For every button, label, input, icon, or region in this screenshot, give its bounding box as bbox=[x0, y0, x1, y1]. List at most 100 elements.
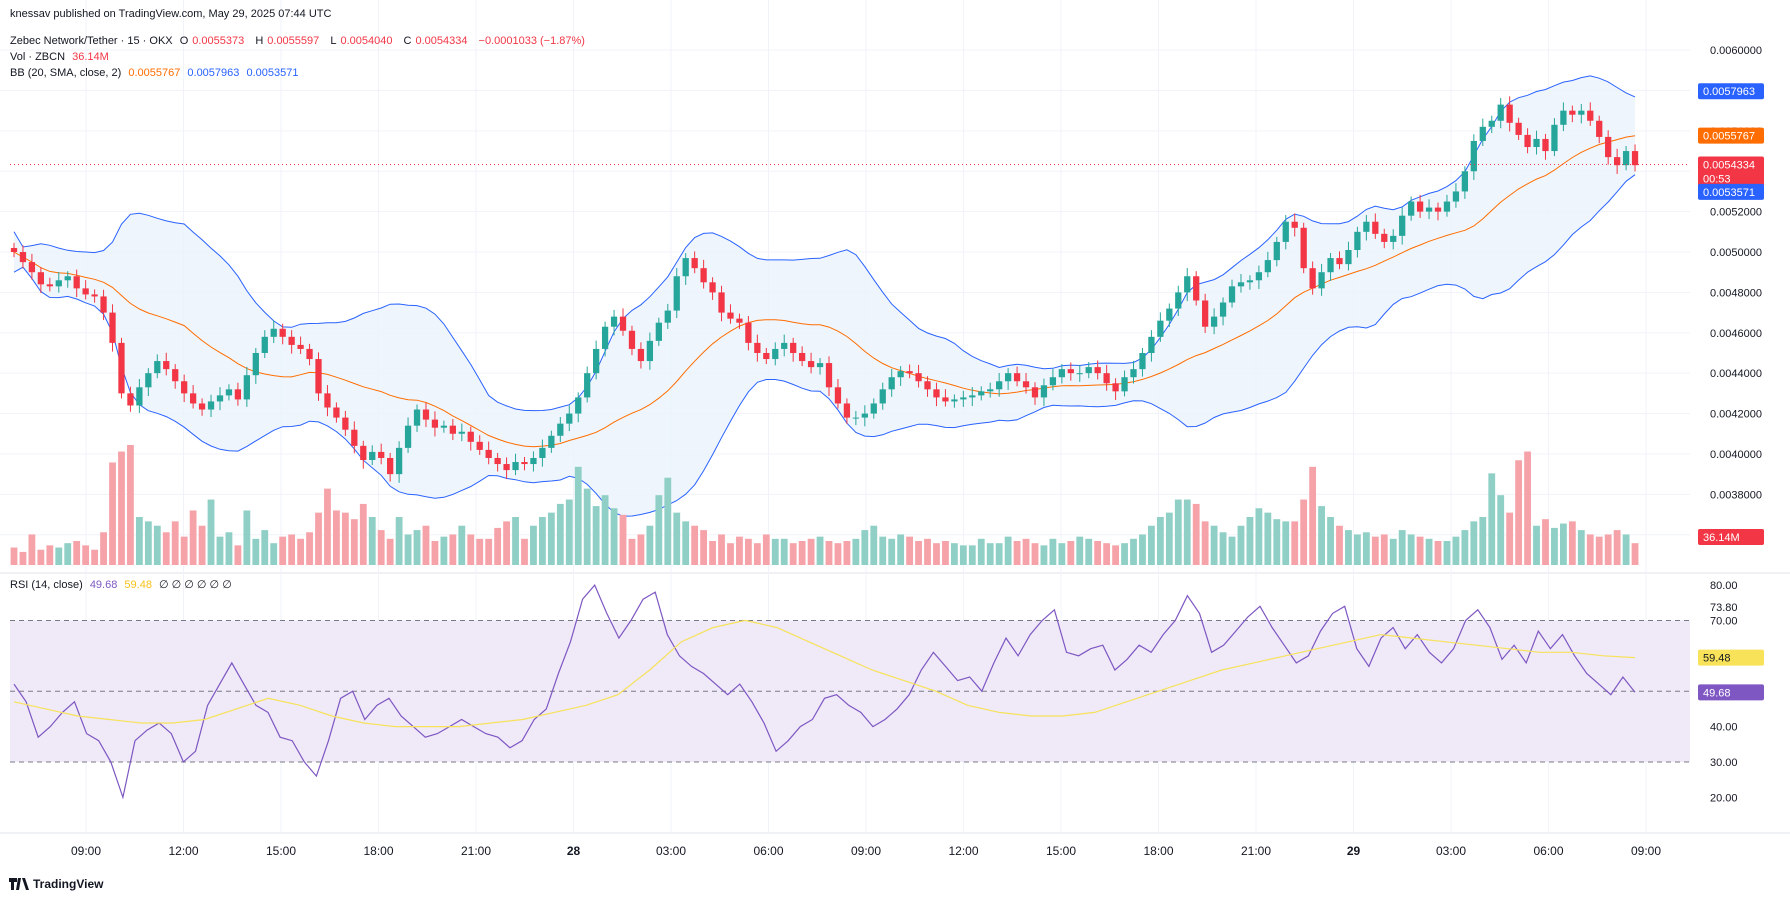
candle-body bbox=[1139, 352, 1146, 370]
candle-body bbox=[1363, 221, 1370, 232]
bb-legend[interactable]: BB (20, SMA, close, 2) 0.0055767 0.00579… bbox=[10, 67, 302, 79]
candle-body bbox=[1300, 227, 1307, 269]
volume-bar bbox=[1613, 530, 1621, 565]
volume-bar bbox=[1139, 534, 1146, 565]
volume-bar bbox=[521, 538, 528, 565]
candle-body bbox=[243, 375, 250, 400]
volume-bar bbox=[664, 477, 672, 565]
volume-bar bbox=[1255, 508, 1263, 565]
candle-body bbox=[557, 423, 564, 436]
candle-body bbox=[610, 316, 618, 327]
volume-bar bbox=[583, 488, 591, 565]
volume-bar bbox=[1264, 512, 1272, 565]
volume-legend[interactable]: Vol · ZBCN 36.14M bbox=[10, 51, 113, 63]
candle-body bbox=[28, 262, 36, 273]
volume-bar bbox=[539, 517, 546, 565]
volume-bar bbox=[1156, 517, 1164, 565]
candle-body bbox=[467, 431, 474, 442]
volume-bar bbox=[261, 530, 269, 565]
volume-bar bbox=[1273, 519, 1281, 565]
volume-bar bbox=[55, 547, 63, 565]
volume-bar bbox=[1443, 541, 1451, 565]
volume-bar bbox=[1201, 521, 1209, 565]
volume-bar bbox=[359, 503, 367, 565]
volume-bar bbox=[1103, 543, 1111, 565]
volume-bar bbox=[1398, 530, 1406, 565]
tradingview-logo-icon bbox=[9, 878, 29, 890]
candle-body bbox=[1058, 369, 1065, 378]
candle-body bbox=[404, 425, 412, 448]
candle-body bbox=[1318, 272, 1325, 289]
candle-body bbox=[449, 425, 456, 434]
candle-body bbox=[1479, 126, 1486, 141]
bb-lower-line bbox=[13, 174, 1636, 517]
volume-bar bbox=[906, 536, 914, 565]
tradingview-logo[interactable]: TradingView bbox=[9, 877, 103, 891]
candle-body bbox=[1327, 258, 1334, 273]
symbol-name[interactable]: Zebec Network/Tether · 15 · OKX bbox=[10, 35, 173, 47]
volume-bar bbox=[1067, 541, 1075, 565]
volume-bar bbox=[1595, 536, 1603, 565]
candle-body bbox=[1076, 373, 1083, 375]
candle-body bbox=[1264, 260, 1271, 273]
volume-bar bbox=[1291, 521, 1299, 565]
volume-bar bbox=[691, 525, 699, 565]
volume-bar bbox=[1246, 517, 1254, 565]
candle-body bbox=[387, 457, 394, 475]
rsi-pane bbox=[10, 583, 1690, 800]
badge-volume-bg bbox=[1698, 529, 1764, 545]
volume-label[interactable]: Vol · ZBCN bbox=[10, 51, 66, 63]
candle-body bbox=[593, 348, 600, 374]
volume-bar bbox=[109, 462, 116, 565]
badge-bb-basis: 0.0055767 bbox=[1698, 127, 1764, 144]
candle-body bbox=[19, 252, 27, 263]
volume-bar bbox=[1551, 527, 1558, 565]
candle-body bbox=[288, 336, 295, 345]
candle-body bbox=[109, 312, 116, 343]
volume-bar bbox=[1533, 525, 1540, 565]
candle-body bbox=[1506, 104, 1513, 123]
candle-body bbox=[163, 361, 170, 370]
bb-lower-value: 0.0053571 bbox=[246, 67, 299, 79]
candle-body bbox=[978, 391, 985, 396]
volume-bar bbox=[1300, 499, 1308, 565]
candle-body bbox=[807, 361, 815, 368]
volume-bar bbox=[547, 512, 555, 565]
symbol-legend[interactable]: Zebec Network/Tether · 15 · OKX O 0.00553… bbox=[10, 35, 589, 47]
rsi-extra: ∅ ∅ ∅ ∅ ∅ ∅ bbox=[159, 579, 232, 591]
volume-bar bbox=[673, 512, 681, 565]
volume-bar bbox=[144, 521, 152, 565]
bollinger-bands bbox=[13, 75, 1636, 517]
volume-bar bbox=[1470, 521, 1478, 565]
candle-body bbox=[1067, 369, 1074, 374]
time-axis[interactable]: 09:00 12:00 15:00 18:00 21:00 28 03:00 06:00 09:… bbox=[71, 844, 1661, 858]
volume-bar bbox=[968, 545, 976, 565]
volume-bar bbox=[718, 534, 725, 565]
candle-body bbox=[100, 296, 107, 313]
volume-bar bbox=[924, 538, 931, 565]
candle-body bbox=[879, 389, 886, 404]
candle-body bbox=[503, 464, 510, 471]
volume-bar bbox=[1568, 521, 1576, 565]
high-label: H bbox=[255, 35, 264, 47]
rsi-label[interactable]: RSI (14, close) bbox=[10, 579, 83, 591]
candle-body bbox=[906, 371, 913, 374]
rsi-tick-label: 73.80 bbox=[1710, 602, 1738, 614]
candle-body bbox=[1605, 136, 1612, 158]
rsi-legend[interactable]: RSI (14, close) 49.68 59.48 ∅ ∅ ∅ ∅ ∅ ∅ bbox=[10, 578, 236, 591]
candle-body bbox=[1273, 241, 1280, 261]
price-tick-label: 0.0040000 bbox=[1710, 449, 1762, 461]
candle-body bbox=[1461, 171, 1469, 192]
bb-label[interactable]: BB (20, SMA, close, 2) bbox=[10, 67, 122, 79]
candle-body bbox=[548, 435, 555, 448]
candle-body bbox=[700, 268, 707, 283]
candle-body bbox=[1425, 207, 1433, 212]
volume-bar bbox=[162, 532, 170, 565]
badge-bb-lower: 0.0053571 bbox=[1698, 183, 1764, 200]
candle-body bbox=[691, 258, 698, 269]
bb-basis-line bbox=[13, 135, 1636, 448]
candle-body bbox=[1551, 124, 1558, 152]
candle-body bbox=[1533, 138, 1540, 148]
candle-body bbox=[790, 342, 797, 353]
